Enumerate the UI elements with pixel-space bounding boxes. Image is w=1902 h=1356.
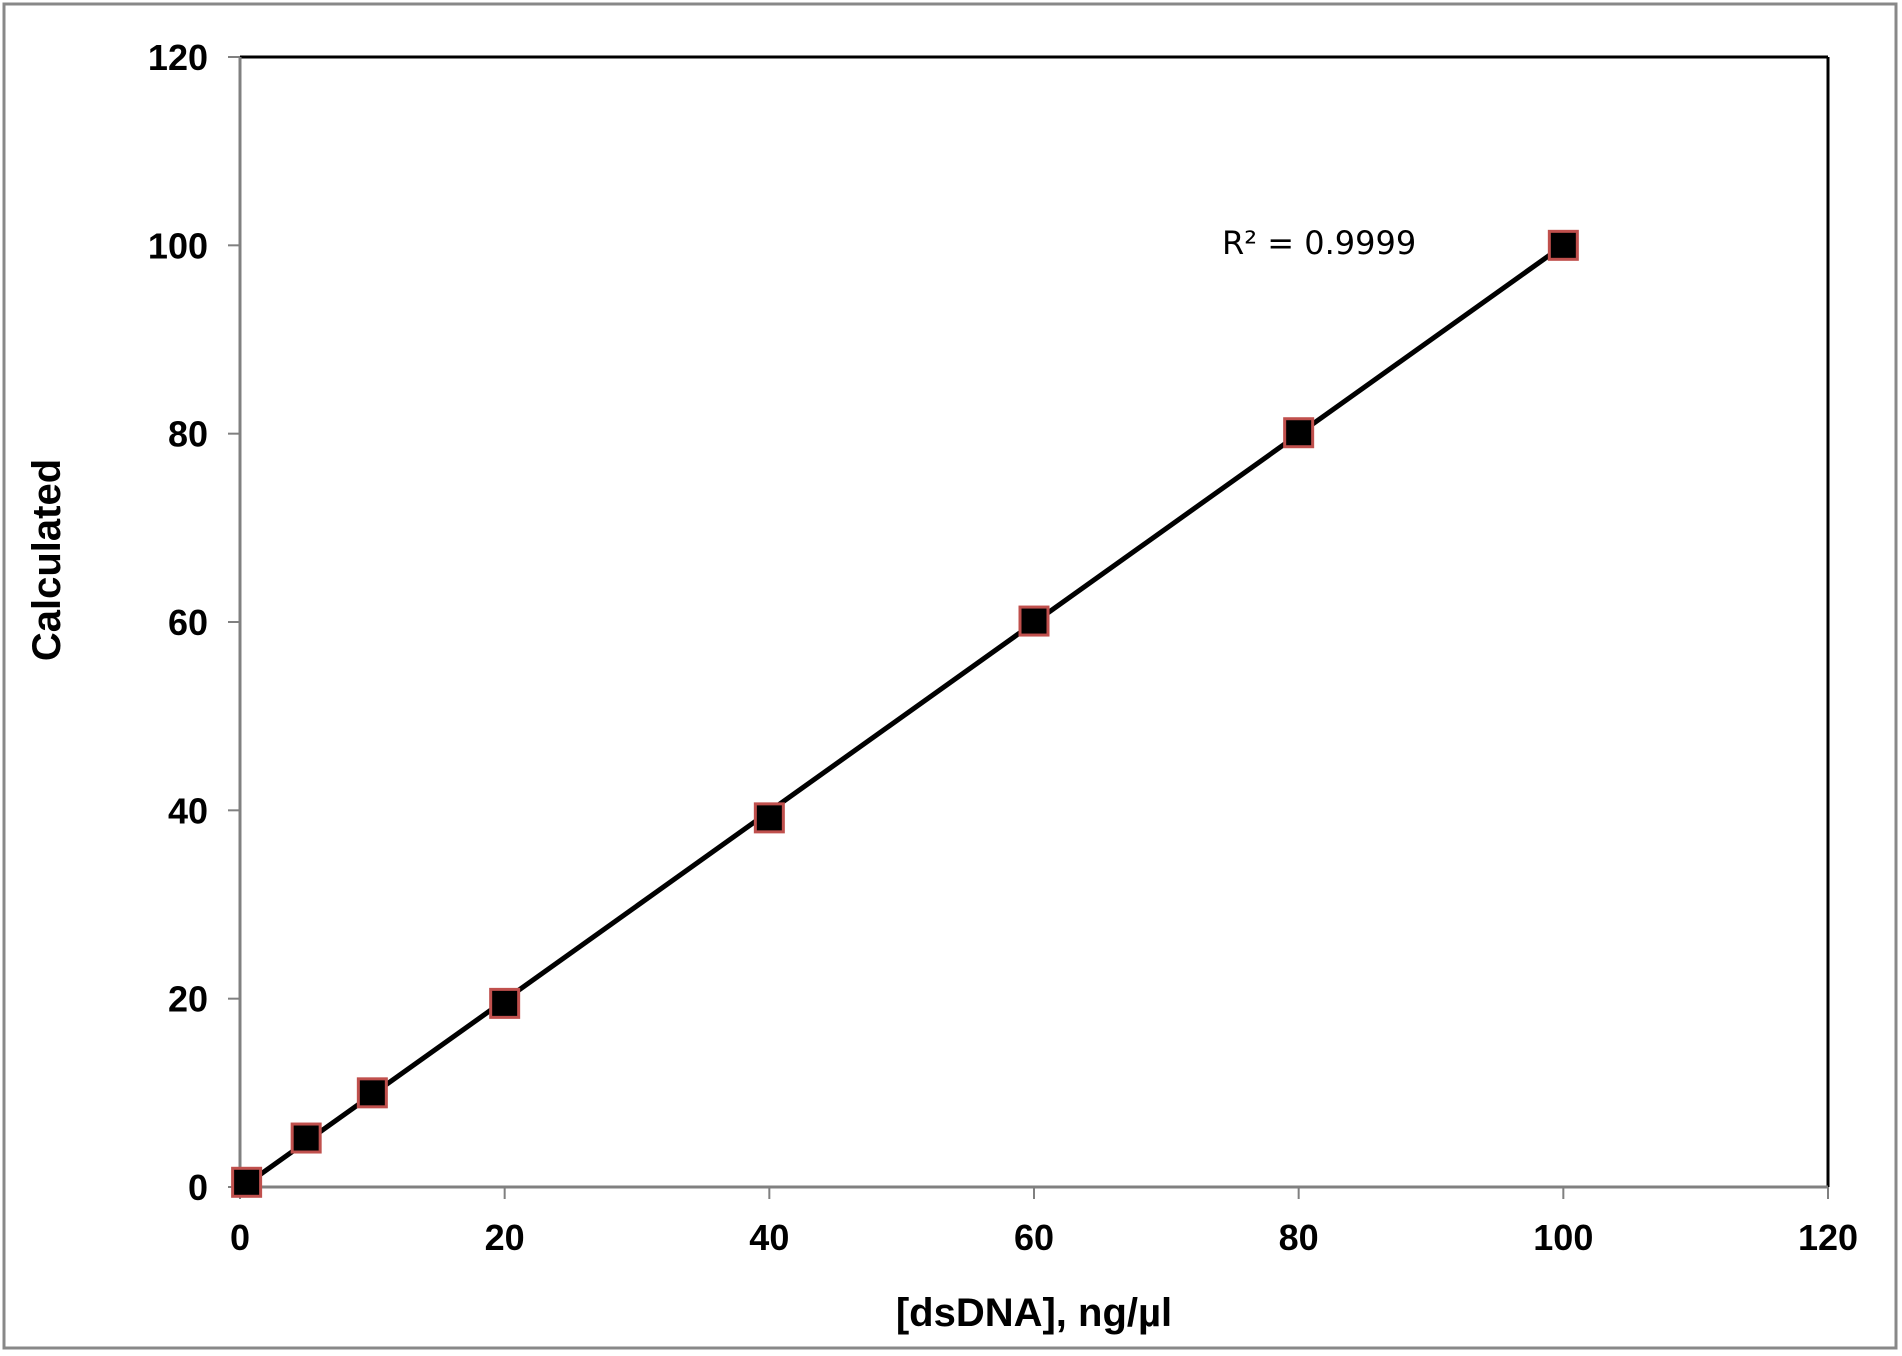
y-axis-label: Calculated: [25, 459, 69, 661]
data-point: [356, 1077, 388, 1109]
x-tick-label: 120: [1798, 1217, 1858, 1258]
x-tick-label: 40: [749, 1217, 789, 1258]
y-tick-label: 120: [148, 37, 208, 78]
data-point: [489, 987, 521, 1019]
x-tick-label: 20: [485, 1217, 525, 1258]
data-point: [231, 1166, 263, 1198]
y-tick-label: 80: [168, 414, 208, 455]
x-tick-label: 0: [230, 1217, 250, 1258]
y-tick-label: 60: [168, 602, 208, 643]
data-point: [753, 802, 785, 834]
data-point: [1283, 417, 1315, 449]
data-point: [1547, 229, 1579, 261]
x-tick-label: 100: [1533, 1217, 1593, 1258]
y-tick-label: 40: [168, 790, 208, 831]
trendline: [245, 243, 1565, 1187]
x-tick-label: 80: [1279, 1217, 1319, 1258]
data-point: [290, 1122, 322, 1154]
x-axis-label: [dsDNA], ng/µl: [896, 1291, 1172, 1335]
y-tick-label: 20: [168, 979, 208, 1020]
y-tick-label: 0: [188, 1167, 208, 1208]
r-squared-annotation: R² = 0.9999: [1222, 224, 1416, 262]
y-tick-label: 100: [148, 225, 208, 266]
data-point: [1018, 605, 1050, 637]
x-tick-label: 60: [1014, 1217, 1054, 1258]
